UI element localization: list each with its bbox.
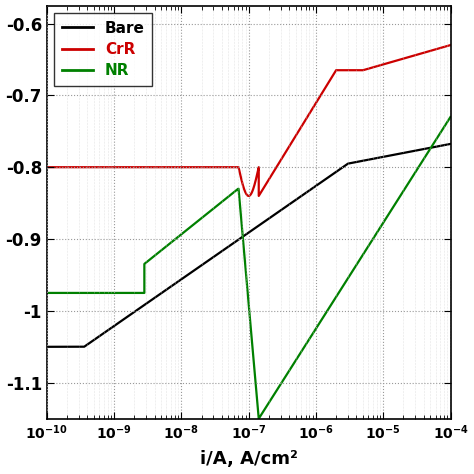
NR bbox=[395, 197, 401, 203]
NR bbox=[356, 259, 361, 265]
Bare bbox=[337, 167, 342, 173]
X-axis label: i/A, A/cm²: i/A, A/cm² bbox=[200, 450, 298, 468]
NR bbox=[447, 114, 453, 120]
NR bbox=[92, 290, 98, 296]
NR bbox=[287, 367, 293, 373]
NR bbox=[297, 351, 303, 356]
Bare bbox=[382, 154, 387, 159]
CrR bbox=[231, 164, 237, 170]
Bare bbox=[410, 148, 415, 154]
Bare bbox=[348, 160, 354, 166]
CrR bbox=[73, 164, 79, 170]
NR bbox=[256, 416, 262, 421]
Line: Bare: Bare bbox=[47, 144, 450, 347]
NR bbox=[44, 290, 50, 296]
NR bbox=[309, 333, 314, 338]
CrR bbox=[92, 164, 98, 170]
CrR bbox=[338, 67, 344, 73]
Line: CrR: CrR bbox=[47, 45, 450, 196]
CrR bbox=[154, 164, 159, 170]
Bare bbox=[44, 344, 50, 350]
Bare bbox=[447, 141, 453, 147]
Line: NR: NR bbox=[47, 117, 450, 419]
Bare bbox=[324, 175, 330, 181]
Bare bbox=[73, 344, 79, 350]
CrR bbox=[256, 193, 262, 199]
CrR bbox=[199, 164, 204, 170]
Legend: Bare, CrR, NR: Bare, CrR, NR bbox=[55, 13, 152, 86]
CrR bbox=[44, 164, 50, 170]
CrR bbox=[447, 42, 453, 48]
